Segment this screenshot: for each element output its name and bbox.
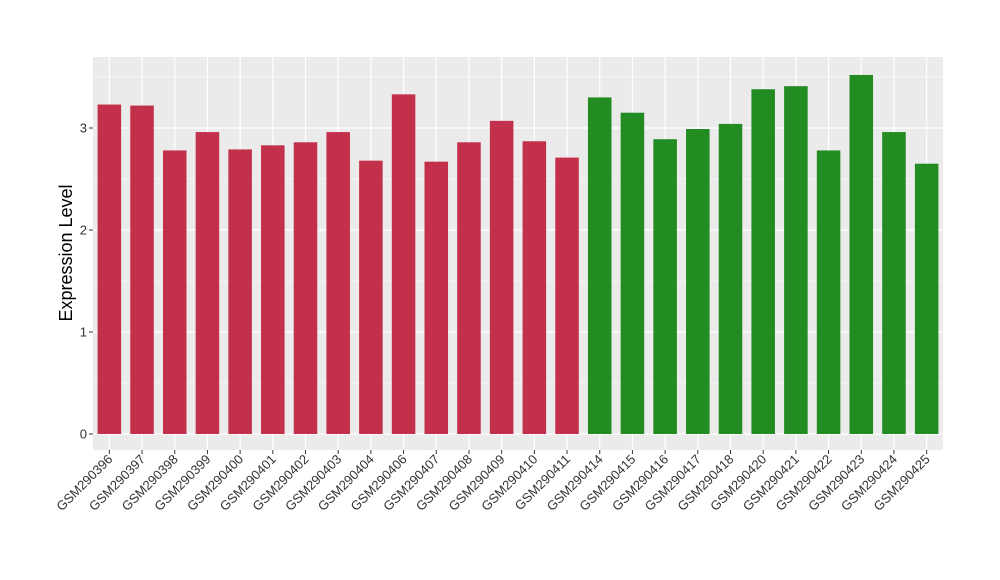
bar-GSM290402 xyxy=(293,142,318,434)
bar-GSM290420 xyxy=(751,89,775,435)
bar-GSM290418 xyxy=(718,123,743,435)
bar-GSM290406 xyxy=(391,94,416,434)
bar-GSM290409 xyxy=(489,120,514,435)
bar-GSM290422 xyxy=(816,150,841,434)
plot-panel xyxy=(93,57,943,450)
bar-GSM290407 xyxy=(424,161,449,434)
bars xyxy=(97,74,939,435)
y-axis: 0 1 2 3 xyxy=(80,121,93,442)
bar-GSM290414 xyxy=(587,97,612,435)
bar-GSM290396 xyxy=(97,104,122,434)
bar-GSM290404 xyxy=(359,160,383,434)
bar-GSM290411 xyxy=(555,157,579,434)
y-tick-label: 0 xyxy=(80,427,87,442)
bar-GSM290425 xyxy=(914,163,939,434)
y-axis-title: Expression Level xyxy=(56,184,76,321)
bar-GSM290421 xyxy=(784,86,808,435)
y-tick-label: 1 xyxy=(80,325,87,340)
bar-GSM290423 xyxy=(849,74,874,435)
bar-GSM290417 xyxy=(686,129,710,434)
bar-GSM290415 xyxy=(620,112,645,434)
bar-GSM290397 xyxy=(130,105,154,434)
bar-GSM290399 xyxy=(195,132,220,434)
bar-GSM290401 xyxy=(261,145,285,434)
y-tick-label: 2 xyxy=(80,223,87,238)
bar-GSM290398 xyxy=(162,150,187,434)
bar-GSM290416 xyxy=(653,139,677,434)
bar-GSM290410 xyxy=(522,141,547,434)
bar-GSM290424 xyxy=(882,132,906,434)
bar-GSM290403 xyxy=(326,132,350,434)
y-tick-label: 3 xyxy=(80,121,87,136)
bar-GSM290400 xyxy=(228,149,252,435)
x-axis: GSM290396GSM290397GSM290398GSM290399GSM2… xyxy=(53,450,933,514)
bar-GSM290408 xyxy=(457,142,481,434)
